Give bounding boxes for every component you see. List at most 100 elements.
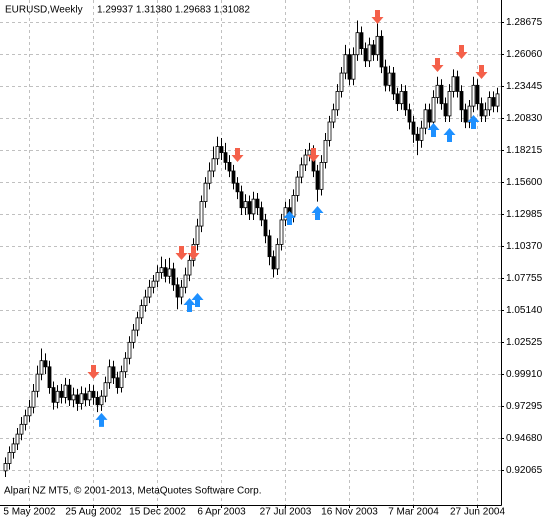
candle-body xyxy=(275,244,280,270)
candle-body xyxy=(207,170,212,184)
candle-body xyxy=(111,366,116,379)
candle-body xyxy=(179,286,184,298)
candle-body xyxy=(483,109,488,117)
candle-body xyxy=(27,406,32,417)
candle-body xyxy=(375,35,380,56)
y-tick-label: 1.18215 xyxy=(506,145,543,156)
candle-body xyxy=(391,72,396,95)
candle-body xyxy=(279,219,284,245)
candle-body xyxy=(59,390,64,398)
candle-body xyxy=(75,394,80,404)
candle-body xyxy=(167,268,172,277)
candle-body xyxy=(39,360,44,375)
candle-body xyxy=(379,35,384,68)
candle-body xyxy=(343,54,348,74)
candle-body xyxy=(139,305,144,319)
y-tick-label: 1.02525 xyxy=(506,337,543,348)
candle-body xyxy=(435,84,440,98)
candle-body xyxy=(347,54,352,80)
candle-body xyxy=(263,219,268,237)
candle-body xyxy=(463,109,468,123)
y-tick-label: 1.07755 xyxy=(506,273,543,284)
x-tick-label: 27 Jul 2003 xyxy=(260,507,312,518)
x-tick-label: 16 Nov 2003 xyxy=(321,507,378,518)
candle-body xyxy=(103,382,108,397)
candle-body xyxy=(143,296,148,307)
candle-body xyxy=(315,170,320,190)
y-tick-label: 1.20830 xyxy=(506,113,543,124)
candle-body xyxy=(83,393,88,401)
candle-body xyxy=(23,415,28,425)
candle-body xyxy=(35,373,40,392)
y-tick-label: 1.23445 xyxy=(506,81,543,92)
candle-body xyxy=(459,91,464,111)
candle-body xyxy=(195,225,200,245)
candle-body xyxy=(335,91,340,111)
candle-body xyxy=(351,54,356,80)
candle-body xyxy=(199,201,204,227)
candle-body xyxy=(215,146,220,160)
candle-body xyxy=(327,121,332,141)
down-arrow xyxy=(475,64,488,79)
candle-body xyxy=(431,97,436,123)
chart-title: EURUSD,Weekly xyxy=(5,5,83,16)
up-arrow xyxy=(283,210,296,225)
candle-body xyxy=(423,109,428,129)
candle-body xyxy=(323,139,328,163)
candle-body xyxy=(79,393,84,404)
candle-body xyxy=(363,48,368,62)
candle-body xyxy=(43,360,48,368)
candle-body xyxy=(307,149,312,156)
candle-body xyxy=(415,133,420,141)
candle-body xyxy=(255,198,260,209)
candle-body xyxy=(243,201,248,209)
candle-body xyxy=(155,272,160,282)
candle-body xyxy=(295,176,300,196)
y-tick-label: 1.10370 xyxy=(506,241,543,252)
candle-body xyxy=(439,84,444,105)
x-tick-label: 7 Mar 2004 xyxy=(388,507,439,518)
candle-body xyxy=(235,182,240,193)
candle-body xyxy=(231,170,236,184)
candle-body xyxy=(387,72,392,86)
candle-body xyxy=(187,259,192,276)
candle-body xyxy=(487,97,492,111)
y-tick-label: 1.28675 xyxy=(506,17,543,28)
candle-body xyxy=(219,146,224,154)
candle-body xyxy=(163,267,168,277)
candle-body xyxy=(427,109,432,123)
candle-body xyxy=(395,93,400,105)
ohlc-header: 1.29937 1.31380 1.29683 1.31082 xyxy=(97,5,250,16)
plot xyxy=(3,10,500,477)
candle-body xyxy=(3,463,8,472)
candle-body xyxy=(95,397,100,406)
candle-body xyxy=(355,32,360,56)
x-tick-label: 27 Jun 2004 xyxy=(450,507,505,518)
candle-body xyxy=(475,84,480,105)
y-tick-label: 0.99910 xyxy=(506,369,543,380)
candle-body xyxy=(271,256,276,270)
candle-body xyxy=(451,76,456,92)
candle-body xyxy=(55,390,60,403)
down-arrow xyxy=(231,147,244,162)
candle-body xyxy=(131,329,136,343)
y-tick-label: 1.12985 xyxy=(506,209,543,220)
candle-body xyxy=(115,377,120,389)
candle-body xyxy=(267,235,272,258)
candle-body xyxy=(175,284,180,298)
candle-body xyxy=(419,127,424,141)
x-tick-label: 5 May 2002 xyxy=(3,507,56,518)
candle-body xyxy=(399,91,404,105)
copyright: Alpari NZ MT5, © 2001-2013, MetaQuotes S… xyxy=(4,486,261,497)
candle-body xyxy=(331,109,336,123)
candle-body xyxy=(67,384,72,401)
candle-body xyxy=(283,207,288,221)
candle-body xyxy=(151,280,156,288)
candle-body xyxy=(251,198,256,215)
candle-body xyxy=(127,341,132,359)
candle-body xyxy=(123,357,128,373)
candle-body xyxy=(455,76,460,92)
candle-body xyxy=(135,317,140,331)
